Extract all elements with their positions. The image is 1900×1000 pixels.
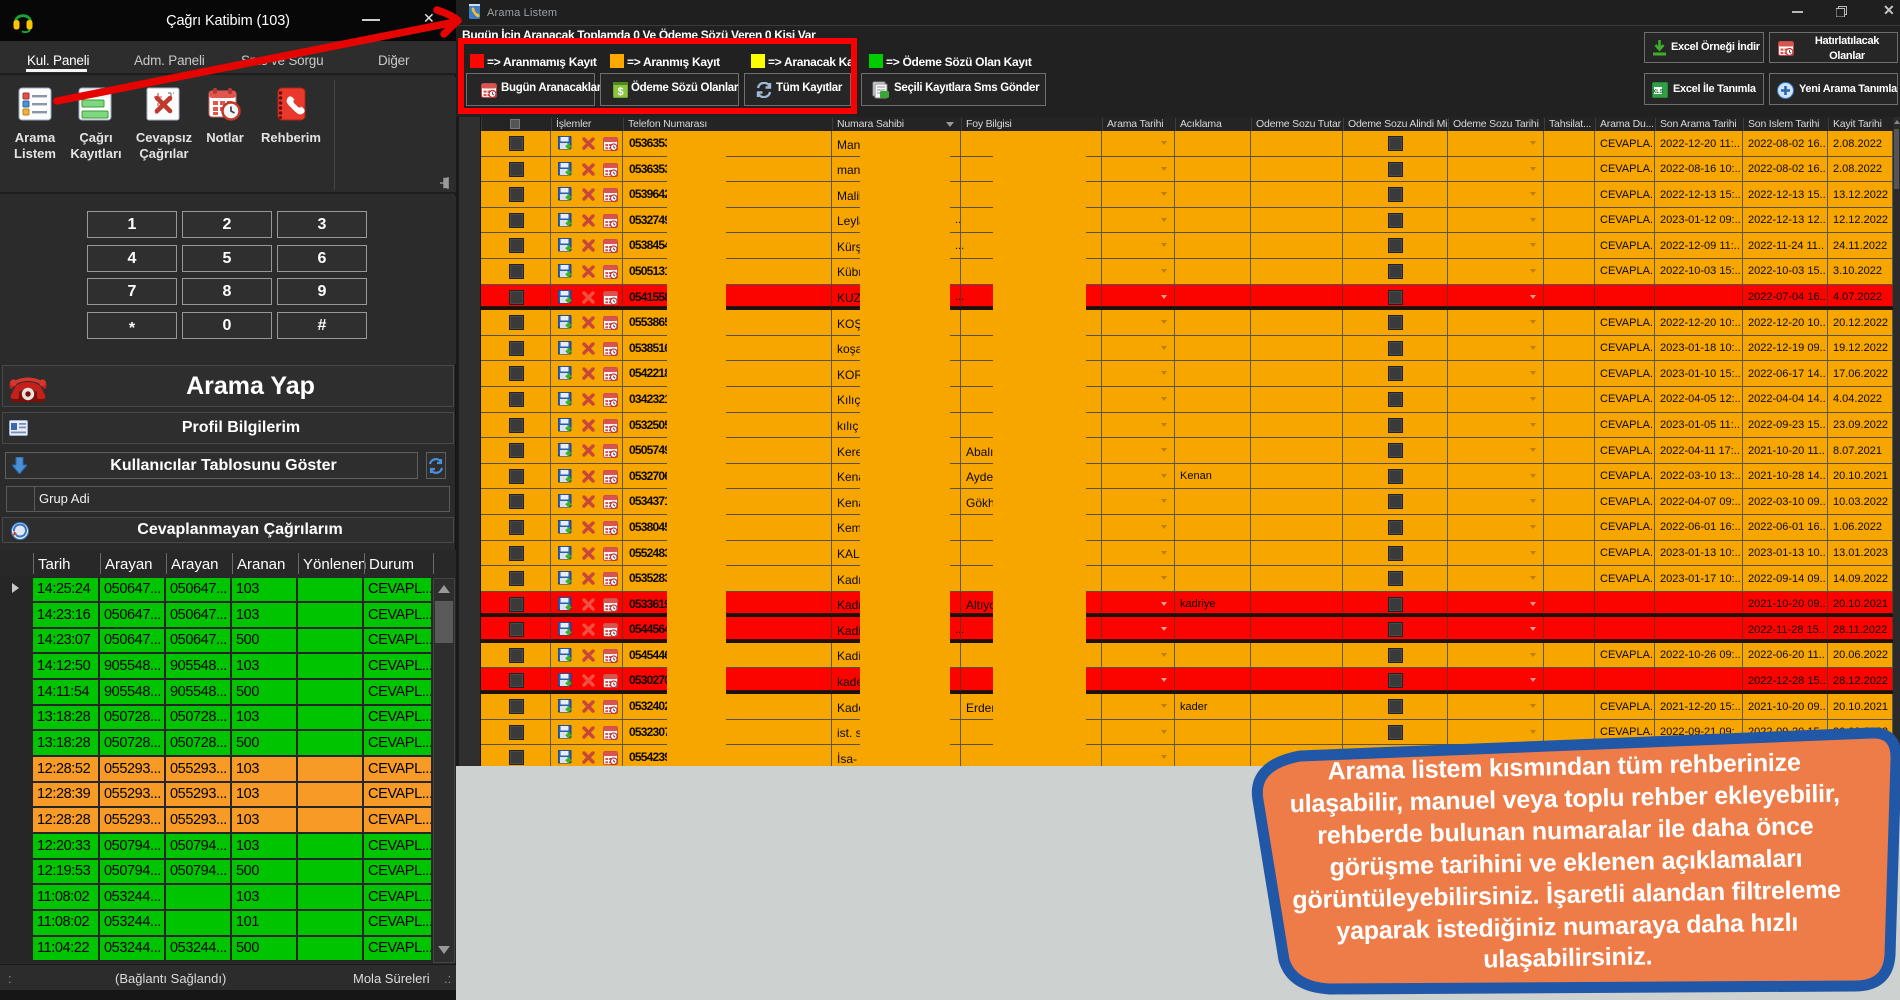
svg-text:XLS: XLS bbox=[1653, 89, 1664, 95]
svg-text:$: $ bbox=[617, 86, 623, 98]
